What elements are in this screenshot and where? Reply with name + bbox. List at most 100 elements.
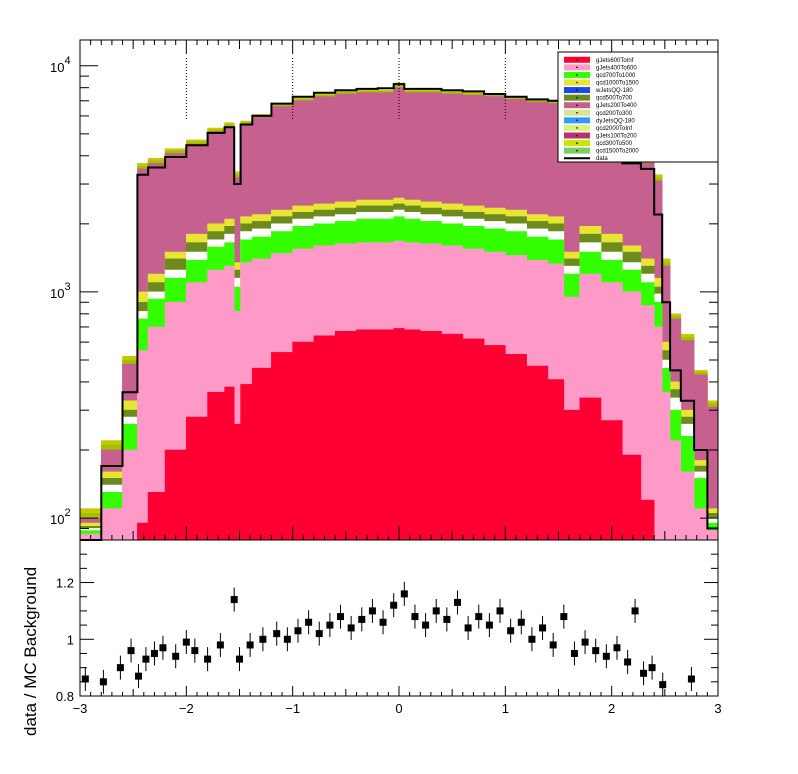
legend-marker (576, 74, 578, 76)
legend-marker (576, 134, 578, 137)
legend-label: gJets400To600 (596, 65, 637, 71)
stack-area-gJets600ToInf (80, 328, 718, 541)
legend-label: qcd2000ToInf (596, 126, 632, 132)
y-tick-label: 102 (50, 507, 71, 527)
legend-label: qcd700To1000 (596, 73, 636, 79)
legend-marker (576, 127, 578, 129)
legend-marker (576, 96, 578, 99)
ratio-point (204, 655, 212, 663)
legend-label: wJetsQQ-180 (595, 88, 633, 94)
ratio-point (81, 675, 89, 683)
ratio-x-tick-label: 0 (395, 701, 402, 716)
ratio-point (172, 652, 180, 660)
y-tick-label: 103 (50, 281, 71, 301)
ratio-point (549, 641, 557, 649)
ratio-point (453, 598, 461, 606)
legend-label: qcd1000To1500 (596, 81, 639, 87)
top-panel-axes: 102 103 104 (50, 40, 719, 541)
legend-marker (576, 142, 578, 144)
ratio-point (159, 644, 167, 652)
ratio-y-tick-label: 1.2 (56, 576, 74, 591)
ratio-point (422, 621, 430, 629)
ratio-point (432, 607, 440, 615)
legend-label: data (596, 156, 608, 162)
legend-marker (576, 58, 578, 61)
y-tick-label: 104 (50, 55, 71, 75)
legend-label: qcd300To500 (596, 141, 633, 147)
ratio-x-tick-label: −1 (285, 701, 300, 716)
bottom-panel-axes: −3 −2 −1 0 1 2 3 0.8 1 1.2 (56, 539, 722, 716)
ratio-x-tick-label: 1 (502, 701, 509, 716)
ratio-point (507, 627, 515, 635)
ratio-point (581, 638, 589, 646)
ratio-x-tick-label: 3 (714, 701, 721, 716)
ratio-point (528, 635, 536, 643)
ratio-point (305, 618, 313, 626)
ratio-point (142, 655, 150, 663)
ratio-point (236, 655, 243, 663)
legend-marker (576, 89, 578, 91)
ratio-y-tick-label: 1 (67, 632, 74, 647)
legend-marker (576, 119, 578, 122)
ratio-y-axis-label: data / MC Background (21, 567, 40, 736)
ratio-point (116, 664, 124, 672)
legend-marker (576, 111, 578, 114)
ratio-point (99, 678, 107, 686)
ratio-point (443, 615, 451, 623)
ratio-point (390, 601, 398, 609)
ratio-point (570, 649, 578, 657)
ratio-point (379, 618, 387, 626)
ratio-point (648, 664, 656, 672)
ratio-point (191, 647, 199, 655)
legend-label: qcd200To300 (596, 111, 633, 117)
ratio-point (347, 624, 355, 632)
ratio-point (624, 658, 632, 666)
legend-label: dyJetsQQ-180 (596, 118, 635, 124)
ratio-point (631, 607, 639, 615)
ratio-point (273, 630, 281, 638)
ratio-point (134, 672, 142, 680)
legend-marker (576, 149, 578, 152)
ratio-point (216, 641, 224, 649)
ratio-point (368, 607, 376, 615)
ratio-point (150, 649, 158, 657)
ratio-point (539, 624, 547, 632)
ratio-point (259, 635, 267, 643)
ratio-x-tick-label: 2 (608, 701, 615, 716)
ratio-point (246, 641, 254, 649)
ratio-point (659, 681, 667, 689)
top-panel-vertical-lines (185, 58, 506, 120)
bottom-panel-ratio-points (81, 581, 695, 697)
ratio-point (411, 613, 419, 621)
ratio-point (294, 627, 302, 635)
ratio-point (464, 624, 472, 632)
ratio-x-tick-label: −2 (179, 701, 194, 716)
legend-label: gJets200To400 (596, 103, 637, 109)
legend-marker (576, 104, 578, 107)
ratio-x-tick-label: −3 (73, 701, 88, 716)
ratio-point (602, 652, 610, 660)
ratio-point (337, 613, 345, 621)
ratio-point (517, 618, 525, 626)
top-panel-data-line (80, 83, 718, 541)
legend-label: qcd500To700 (596, 96, 633, 102)
ratio-point (230, 596, 238, 604)
ratio-point (315, 630, 323, 638)
legend-marker (576, 66, 578, 69)
legend-marker (576, 81, 578, 84)
ratio-point (283, 635, 291, 643)
ratio-point (182, 638, 190, 646)
ratio-point (592, 647, 600, 655)
ratio-point (475, 613, 483, 621)
top-panel-stack (79, 82, 719, 541)
ratio-point (560, 613, 568, 621)
legend-label: gJets100To200 (596, 134, 637, 140)
ratio-point (326, 621, 334, 629)
ratio-point (687, 675, 695, 683)
bottom-panel-frame (79, 539, 719, 697)
ratio-point (400, 590, 408, 598)
legend-label: qcd1500To2000 (596, 149, 639, 155)
ratio-point (613, 644, 621, 652)
